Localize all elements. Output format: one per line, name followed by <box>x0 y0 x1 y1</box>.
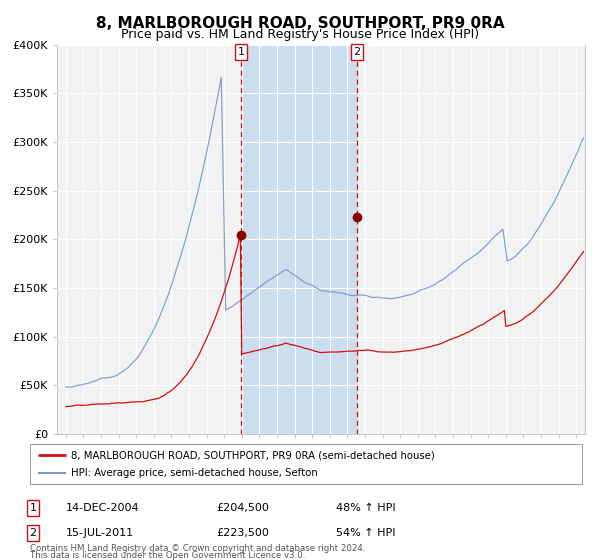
Text: 48% ↑ HPI: 48% ↑ HPI <box>336 503 395 513</box>
Text: HPI: Average price, semi-detached house, Sefton: HPI: Average price, semi-detached house,… <box>71 468 318 478</box>
Text: This data is licensed under the Open Government Licence v3.0.: This data is licensed under the Open Gov… <box>30 551 305 560</box>
Text: 2: 2 <box>29 528 37 538</box>
Text: 54% ↑ HPI: 54% ↑ HPI <box>336 528 395 538</box>
Text: Contains HM Land Registry data © Crown copyright and database right 2024.: Contains HM Land Registry data © Crown c… <box>30 544 365 553</box>
Text: 15-JUL-2011: 15-JUL-2011 <box>66 528 134 538</box>
Text: 2: 2 <box>353 46 361 57</box>
Text: 8, MARLBOROUGH ROAD, SOUTHPORT, PR9 0RA (semi-detached house): 8, MARLBOROUGH ROAD, SOUTHPORT, PR9 0RA … <box>71 450 435 460</box>
Bar <box>241 45 357 434</box>
Text: 1: 1 <box>238 46 245 57</box>
Text: Price paid vs. HM Land Registry's House Price Index (HPI): Price paid vs. HM Land Registry's House … <box>121 28 479 41</box>
Text: 1: 1 <box>29 503 37 513</box>
Text: 8, MARLBOROUGH ROAD, SOUTHPORT, PR9 0RA: 8, MARLBOROUGH ROAD, SOUTHPORT, PR9 0RA <box>95 16 505 31</box>
Text: £223,500: £223,500 <box>216 528 269 538</box>
Text: £204,500: £204,500 <box>216 503 269 513</box>
Text: 14-DEC-2004: 14-DEC-2004 <box>66 503 140 513</box>
